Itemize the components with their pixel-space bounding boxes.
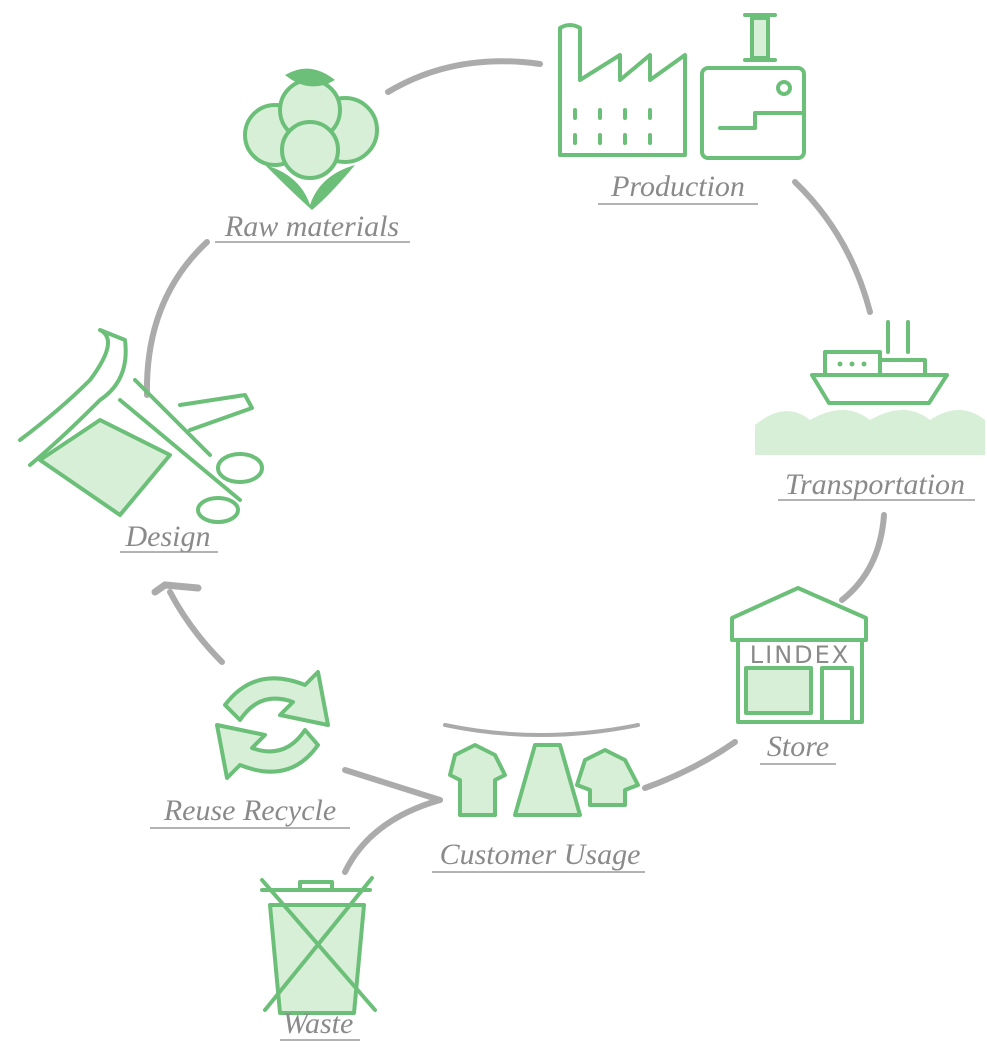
node-label: Transportation [785,468,965,501]
cotton-icon [245,69,377,210]
node-label: Raw materials [224,210,399,243]
lifecycle-diagram: LINDEX Raw materials Production Transpor… [0,0,987,1048]
design-icon [20,330,262,522]
ship-icon [755,322,985,455]
node-label: Production [610,170,745,203]
store-sign: LINDEX [750,641,851,669]
recycle-icon [217,672,328,778]
store-icon: LINDEX [732,588,866,722]
node-label: Design [125,520,211,553]
node-label: Reuse Recycle [163,794,336,827]
node-label: Customer Usage [440,838,641,871]
factory-icon [560,15,804,158]
node-label: Waste [283,1007,354,1040]
node-label: Store [767,730,829,763]
clothes-icon [445,725,638,815]
labels: Raw materials Production Transportation … [120,170,975,1040]
waste-icon [262,878,375,1013]
